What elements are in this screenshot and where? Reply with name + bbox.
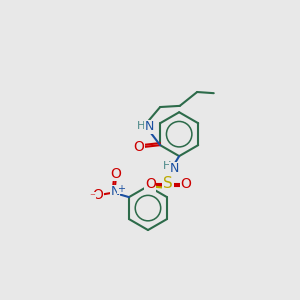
Text: O: O xyxy=(93,188,104,202)
Text: O: O xyxy=(133,140,144,154)
Text: H: H xyxy=(137,121,145,131)
Text: S: S xyxy=(163,176,173,191)
Text: H: H xyxy=(163,161,171,171)
Text: O: O xyxy=(145,177,156,191)
Text: O: O xyxy=(180,177,191,191)
Text: N: N xyxy=(170,162,179,175)
Text: N: N xyxy=(110,185,120,198)
Text: O: O xyxy=(110,167,121,181)
Text: +: + xyxy=(117,184,125,194)
Text: N: N xyxy=(145,120,154,133)
Text: ⁻: ⁻ xyxy=(89,192,95,202)
